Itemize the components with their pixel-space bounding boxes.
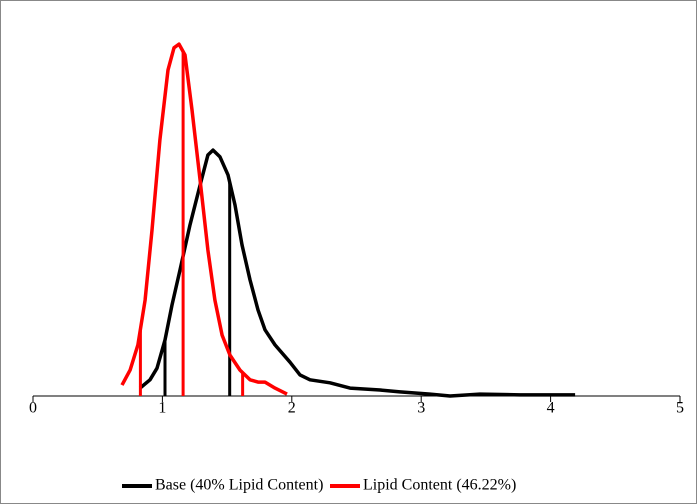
legend-label: Base (40% Lipid Content) xyxy=(155,477,323,494)
x-tick-label: 4 xyxy=(547,400,555,417)
legend-label: Lipid Content (46.22%) xyxy=(363,477,516,494)
x-tick-label: 2 xyxy=(288,400,296,417)
x-tick-label: 0 xyxy=(29,400,37,417)
x-tick-label: 5 xyxy=(676,400,684,417)
x-tick-label: 3 xyxy=(417,400,425,417)
series-line xyxy=(120,42,288,396)
series-line xyxy=(138,148,576,398)
x-tick-label: 1 xyxy=(158,400,166,417)
